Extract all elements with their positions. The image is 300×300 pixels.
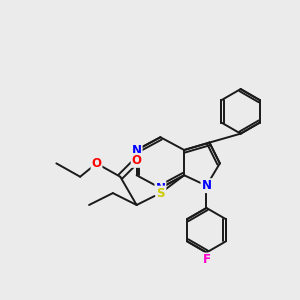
Text: N: N [132,143,142,157]
Text: N: N [155,182,165,194]
Text: N: N [202,179,212,192]
Text: S: S [156,187,165,200]
Text: O: O [92,157,101,170]
Text: F: F [202,254,211,266]
Text: O: O [132,154,142,167]
